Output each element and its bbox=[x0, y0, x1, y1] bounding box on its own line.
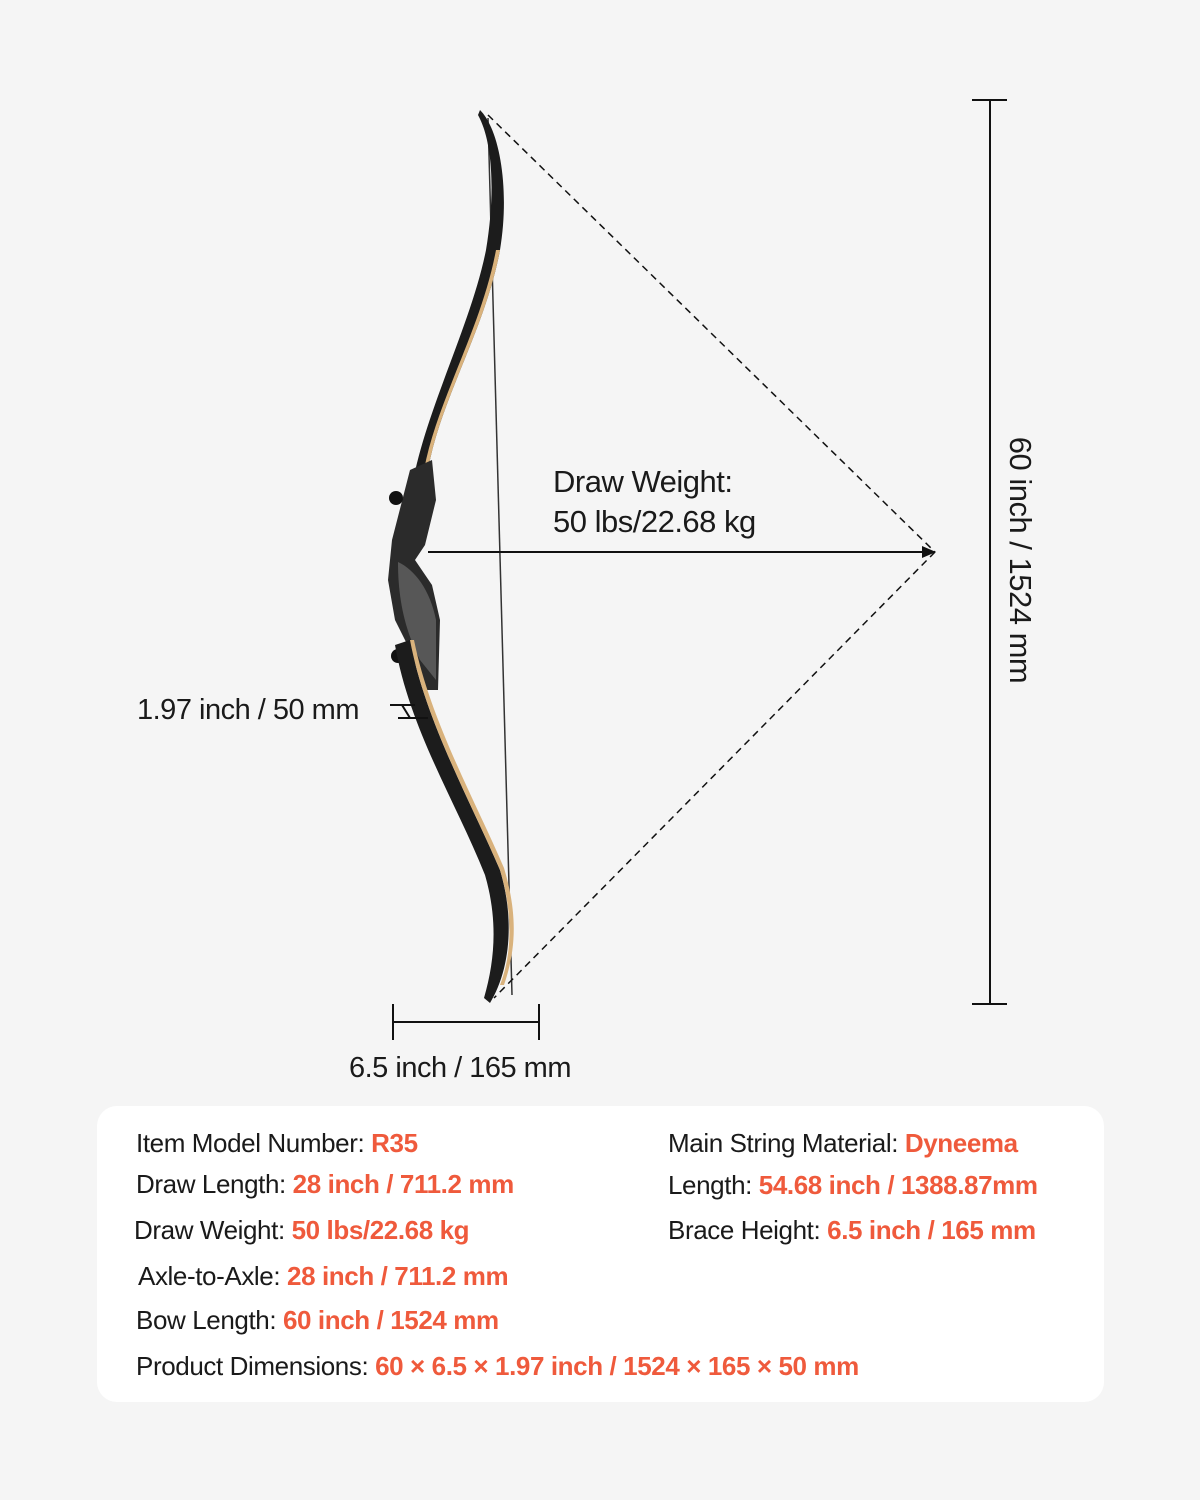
spec-string-length: Length: 54.68 inch / 1388.87mm bbox=[668, 1170, 1038, 1201]
draw-weight-label: Draw Weight: bbox=[553, 464, 733, 499]
spec-draw-weight: Draw Weight: 50 lbs/22.68 kg bbox=[134, 1215, 470, 1246]
spec-label: Product Dimensions: bbox=[136, 1351, 376, 1381]
dashed-line-bottom bbox=[493, 551, 936, 999]
limb-width-marker bbox=[390, 704, 428, 719]
spec-label: Bow Length: bbox=[136, 1305, 283, 1335]
spec-model-number: Item Model Number: R35 bbox=[136, 1128, 418, 1159]
spec-axle-to-axle: Axle-to-Axle: 28 inch / 711.2 mm bbox=[138, 1261, 509, 1292]
draw-weight-value: 50 lbs/22.68 kg bbox=[553, 504, 756, 539]
spec-bow-length: Bow Length: 60 inch / 1524 mm bbox=[136, 1305, 499, 1336]
spec-value: 60 × 6.5 × 1.97 inch / 1524 × 165 × 50 m… bbox=[375, 1351, 859, 1381]
spec-label: Brace Height: bbox=[668, 1215, 828, 1245]
spec-label: Main String Material: bbox=[668, 1128, 905, 1158]
spec-value: 28 inch / 711.2 mm bbox=[292, 1169, 515, 1199]
dashed-line-top bbox=[487, 114, 936, 553]
spec-value: 54.68 inch / 1388.87mm bbox=[758, 1170, 1038, 1200]
spec-value: 28 inch / 711.2 mm bbox=[287, 1261, 509, 1291]
spec-label: Draw Weight: bbox=[134, 1215, 292, 1245]
spec-value: Dyneema bbox=[904, 1128, 1018, 1158]
height-dimension-line bbox=[972, 99, 1007, 1005]
spec-string-material: Main String Material: Dyneema bbox=[668, 1128, 1018, 1159]
brace-dimension-line bbox=[392, 1004, 540, 1040]
spec-label: Axle-to-Axle: bbox=[138, 1261, 288, 1291]
spec-label: Item Model Number: bbox=[136, 1128, 372, 1158]
spec-product-dimensions: Product Dimensions: 60 × 6.5 × 1.97 inch… bbox=[136, 1351, 859, 1382]
limb-width-label: 1.97 inch / 50 mm bbox=[137, 694, 360, 726]
spec-value: R35 bbox=[371, 1128, 418, 1158]
spec-label: Draw Length: bbox=[136, 1169, 293, 1199]
brace-height-label: 6.5 inch / 165 mm bbox=[349, 1052, 572, 1084]
bow-height-label: 60 inch / 1524 mm bbox=[1003, 436, 1038, 684]
spec-value: 50 lbs/22.68 kg bbox=[291, 1215, 470, 1245]
spec-brace-height: Brace Height: 6.5 inch / 165 mm bbox=[668, 1215, 1036, 1246]
spec-value: 6.5 inch / 165 mm bbox=[827, 1215, 1036, 1245]
limb-bolt-top bbox=[389, 491, 403, 505]
bow-lower-limb bbox=[395, 640, 509, 1003]
spec-label: Length: bbox=[668, 1170, 759, 1200]
spec-value: 60 inch / 1524 mm bbox=[282, 1305, 499, 1335]
specs-card: Item Model Number: R35 Draw Length: 28 i… bbox=[97, 1106, 1104, 1402]
spec-draw-length: Draw Length: 28 inch / 711.2 mm bbox=[136, 1169, 514, 1200]
